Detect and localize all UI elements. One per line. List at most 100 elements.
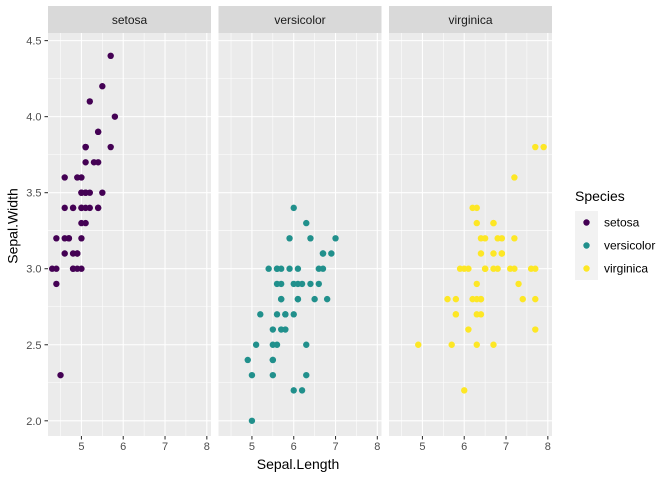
data-point-virginica: [532, 143, 539, 151]
data-point-virginica: [511, 265, 518, 272]
data-point-virginica: [473, 280, 480, 288]
data-point-virginica: [452, 311, 460, 318]
data-point-versicolor: [290, 204, 297, 212]
y-tick-label: 3.0: [26, 264, 41, 276]
data-point-setosa: [99, 189, 106, 196]
data-point-setosa: [69, 204, 77, 212]
data-point-versicolor: [290, 311, 297, 318]
data-point-versicolor: [248, 417, 256, 424]
data-point-versicolor: [303, 341, 310, 348]
data-point-virginica: [481, 265, 489, 272]
data-point-setosa: [57, 371, 64, 379]
y-tick-label: 3.5: [26, 188, 41, 200]
data-point-versicolor: [277, 265, 285, 272]
x-tick-label: 7: [332, 441, 338, 453]
data-point-setosa: [111, 113, 119, 120]
data-point-versicolor: [319, 265, 327, 272]
data-point-setosa: [69, 265, 77, 272]
facet-strip-label: virginica: [448, 13, 492, 27]
data-point-virginica: [452, 295, 460, 303]
data-point-versicolor: [294, 295, 302, 303]
y-tick-label: 4.0: [26, 112, 41, 124]
facet-strip-versicolor: [218, 6, 382, 33]
data-point-virginica: [415, 341, 422, 348]
legend-marker-setosa: [583, 219, 590, 226]
data-point-versicolor: [311, 295, 318, 303]
x-tick-label: 7: [503, 441, 509, 453]
x-tick-label: 8: [545, 441, 551, 453]
x-tick-label: 5: [419, 441, 425, 453]
data-point-versicolor: [252, 341, 260, 348]
data-point-setosa: [74, 250, 81, 257]
data-point-setosa: [99, 83, 106, 90]
data-point-versicolor: [315, 280, 323, 288]
data-point-setosa: [94, 204, 102, 212]
legend-label: virginica: [604, 262, 648, 276]
data-point-setosa: [86, 98, 93, 105]
data-point-versicolor: [277, 280, 285, 288]
y-tick-label: 2.0: [26, 416, 41, 428]
data-point-virginica: [473, 341, 480, 348]
data-point-versicolor: [286, 235, 293, 242]
data-point-setosa: [107, 143, 114, 151]
y-tick-label: 2.5: [26, 340, 41, 352]
data-point-virginica: [532, 326, 539, 333]
data-point-setosa: [53, 265, 60, 272]
legend-item-setosa: setosa: [575, 211, 640, 234]
facet-strip-label: setosa: [112, 13, 148, 27]
data-point-versicolor: [323, 295, 331, 303]
data-point-virginica: [511, 235, 518, 242]
data-point-virginica: [494, 235, 501, 242]
data-point-setosa: [61, 204, 68, 212]
data-point-versicolor: [257, 311, 264, 318]
data-point-versicolor: [298, 387, 306, 394]
data-point-virginica: [498, 250, 506, 257]
data-point-setosa: [78, 235, 85, 242]
data-point-versicolor: [307, 280, 314, 288]
data-point-versicolor: [294, 265, 302, 272]
legend-marker-versicolor: [583, 242, 590, 249]
data-point-versicolor: [290, 387, 297, 394]
data-point-setosa: [61, 174, 68, 181]
data-point-versicolor: [286, 265, 293, 272]
data-point-versicolor: [265, 265, 272, 272]
legend-title: Species: [575, 188, 625, 204]
data-point-setosa: [78, 189, 85, 196]
data-point-versicolor: [290, 280, 297, 288]
data-point-virginica: [473, 311, 480, 318]
legend-item-virginica: virginica: [575, 257, 648, 280]
data-point-setosa: [53, 235, 60, 242]
facet-panel-virginica: virginica 5 6 7 8: [389, 6, 552, 453]
data-point-virginica: [490, 265, 497, 272]
data-point-virginica: [515, 280, 522, 288]
data-point-setosa: [74, 174, 81, 181]
facet-strip-virginica: [389, 6, 552, 33]
data-point-versicolor: [298, 280, 306, 288]
data-point-virginica: [477, 250, 485, 257]
data-point-versicolor: [277, 295, 285, 303]
panel-background: [389, 33, 552, 436]
data-point-setosa: [82, 204, 89, 212]
data-point-versicolor: [282, 311, 289, 318]
data-point-setosa: [78, 265, 85, 272]
facet-panel-versicolor: versicolor 5 6 7 8: [218, 6, 382, 453]
panel-background: [218, 33, 382, 436]
x-tick-label: 6: [461, 441, 467, 453]
data-point-virginica: [532, 295, 539, 303]
data-point-versicolor: [307, 235, 314, 242]
data-point-virginica: [490, 219, 497, 227]
data-point-setosa: [82, 159, 89, 166]
data-point-virginica: [469, 204, 476, 212]
data-point-setosa: [78, 219, 85, 227]
data-point-versicolor: [269, 356, 277, 364]
data-point-virginica: [477, 235, 485, 242]
data-point-virginica: [465, 326, 472, 333]
data-point-virginica: [444, 295, 451, 303]
data-point-virginica: [473, 295, 480, 303]
data-point-setosa: [107, 52, 114, 60]
data-point-setosa: [61, 250, 68, 257]
data-point-virginica: [461, 387, 468, 394]
data-point-virginica: [448, 341, 455, 348]
